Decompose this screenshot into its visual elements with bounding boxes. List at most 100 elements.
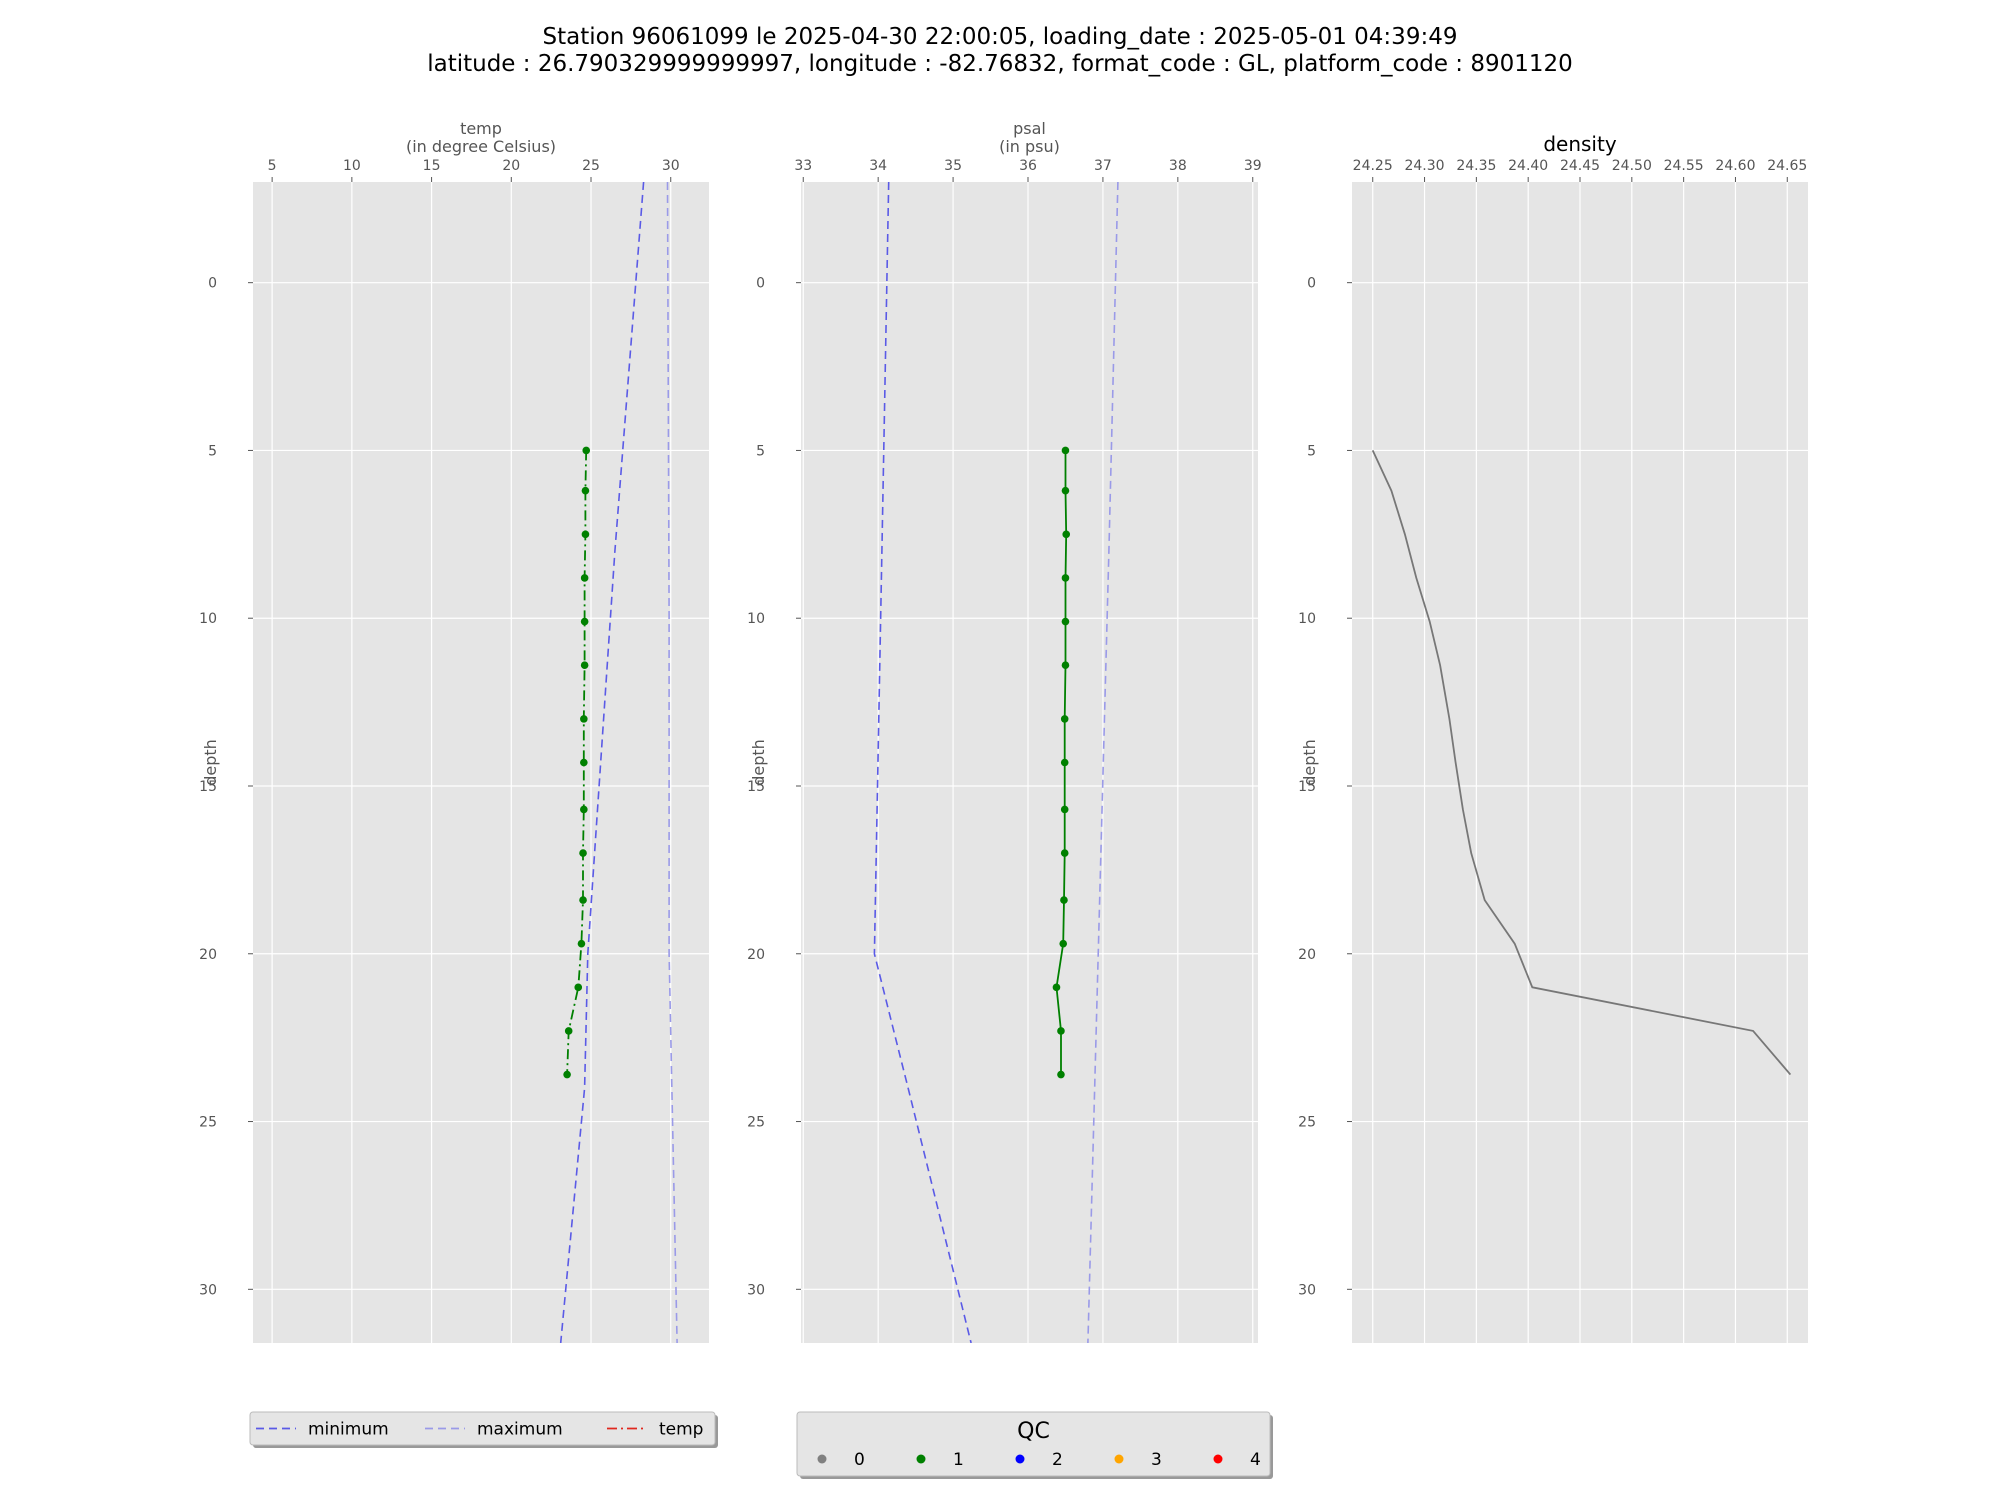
y-tick-label: 10	[199, 611, 217, 627]
data-point	[579, 896, 587, 904]
x-axis-label: temp	[460, 119, 502, 138]
data-point	[580, 617, 589, 626]
y-tick-label: 20	[1298, 947, 1316, 963]
data-point	[1061, 574, 1070, 582]
x-tick-label: 33	[794, 158, 812, 174]
x-tick-label: 24.35	[1456, 158, 1496, 174]
x-tick-label: 39	[1244, 158, 1262, 174]
qc-swatch-3	[1114, 1454, 1124, 1464]
y-tick-label: 0	[756, 276, 765, 292]
data-point	[1057, 1027, 1065, 1035]
data-point	[582, 446, 591, 455]
qc-swatch-4	[1213, 1454, 1223, 1464]
data-point	[1061, 661, 1070, 669]
x-tick-label: 30	[662, 158, 680, 174]
x-tick-label: 24.30	[1404, 158, 1444, 174]
series-line-minimum	[559, 182, 645, 1343]
data-point	[580, 574, 589, 582]
qc-legend-title: QC	[1017, 1419, 1050, 1444]
data-point	[1060, 805, 1069, 814]
x-tick-label: 24.40	[1508, 158, 1548, 174]
x-tick-label: 15	[423, 158, 441, 174]
data-point	[580, 715, 588, 723]
series-line-maximum	[666, 182, 678, 1343]
data-point	[1061, 446, 1070, 455]
x-tick-label: 36	[1019, 158, 1037, 174]
x-axis-unit-label: (in psu)	[999, 137, 1060, 156]
y-tick-label: 25	[1298, 1115, 1316, 1131]
qc-swatch-2	[1015, 1454, 1025, 1464]
data-point	[564, 1027, 573, 1035]
y-tick-label: 20	[199, 947, 217, 963]
qc-legend-label: 0	[854, 1450, 865, 1470]
data-point	[563, 1070, 571, 1079]
series-line-maximum	[1087, 182, 1119, 1343]
y-axis-label: depth	[1300, 739, 1319, 786]
density-panel: 24.25 24.30 24.35 24.40 24.45 24.50 24.55 24.60…	[1298, 132, 1808, 1343]
data-point	[1052, 983, 1061, 992]
temp-panel: 5 10 15 20 25 30 0 5 10 15 20 25 30 temp(in degree Ce…	[199, 119, 709, 1343]
y-tick-label: 15	[199, 779, 217, 795]
data-point	[579, 849, 587, 857]
y-tick-label: 10	[1298, 611, 1316, 627]
qc-legend-label: 3	[1151, 1450, 1162, 1470]
plot-background	[801, 182, 1258, 1343]
data-point	[577, 939, 586, 948]
x-tick-label: 38	[1169, 158, 1187, 174]
y-tick-label: 0	[208, 276, 217, 292]
y-tick-label: 15	[747, 779, 765, 795]
x-tick-label: 24.45	[1560, 158, 1600, 174]
data-point	[1059, 939, 1068, 948]
data-point	[1060, 715, 1069, 723]
qc-swatch-1	[916, 1454, 926, 1464]
panel-title: density	[1543, 132, 1616, 156]
x-tick-label: 10	[343, 158, 361, 174]
data-point	[580, 805, 588, 814]
data-point	[581, 486, 590, 495]
line-legend: minimum maximum temp	[249, 1411, 718, 1448]
plot-background	[253, 182, 709, 1343]
figure-title-line1: Station 96061099 le 2025-04-30 22:00:05,…	[542, 24, 1458, 50]
series-line-temp	[566, 450, 588, 1075]
qc-swatch-0	[817, 1454, 827, 1464]
x-tick-label: 24.50	[1612, 158, 1652, 174]
legend-box	[796, 1411, 1271, 1477]
y-tick-label: 5	[756, 443, 765, 459]
x-tick-label: 20	[502, 158, 520, 174]
x-axis-label: psal	[1013, 119, 1046, 138]
data-point	[1061, 486, 1070, 495]
y-tick-label: 30	[747, 1282, 765, 1298]
legend-box	[249, 1411, 716, 1446]
legend-label: temp	[659, 1420, 703, 1440]
data-point	[1060, 896, 1068, 904]
x-tick-label: 24.65	[1767, 158, 1807, 174]
data-point	[581, 530, 590, 539]
qc-legend: QC 0 1 2 3 4	[796, 1411, 1273, 1479]
x-tick-label: 24.55	[1664, 158, 1704, 174]
data-point	[580, 758, 588, 767]
data-point	[1061, 617, 1070, 626]
legend-label: minimum	[308, 1420, 389, 1440]
legend-label: maximum	[477, 1420, 563, 1440]
y-tick-label: 30	[1298, 1282, 1316, 1298]
qc-legend-label: 4	[1250, 1450, 1261, 1470]
series-line-minimum	[873, 182, 972, 1343]
data-point	[1060, 849, 1069, 857]
figure-title: Station 96061099 le 2025-04-30 22:00:05,…	[0, 24, 2000, 78]
y-tick-label: 30	[199, 1282, 217, 1298]
y-axis-label: depth	[749, 739, 768, 786]
x-tick-label: 5	[268, 158, 277, 174]
data-point	[1062, 530, 1071, 539]
x-tick-label: 25	[582, 158, 600, 174]
x-tick-label: 24.25	[1353, 158, 1393, 174]
data-point	[1060, 758, 1069, 767]
figure-title-line2: latitude : 26.790329999999997, longitude…	[427, 51, 1573, 77]
y-tick-label: 5	[1307, 443, 1316, 459]
x-tick-label: 37	[1094, 158, 1112, 174]
y-tick-label: 20	[747, 947, 765, 963]
psal-panel: 33 34 35 36 37 38 39 0 5 10 15 20 25 30 psal(in psu) de…	[747, 119, 1262, 1343]
y-tick-label: 10	[747, 611, 765, 627]
x-tick-label: 34	[869, 158, 887, 174]
x-tick-label: 24.60	[1715, 158, 1755, 174]
